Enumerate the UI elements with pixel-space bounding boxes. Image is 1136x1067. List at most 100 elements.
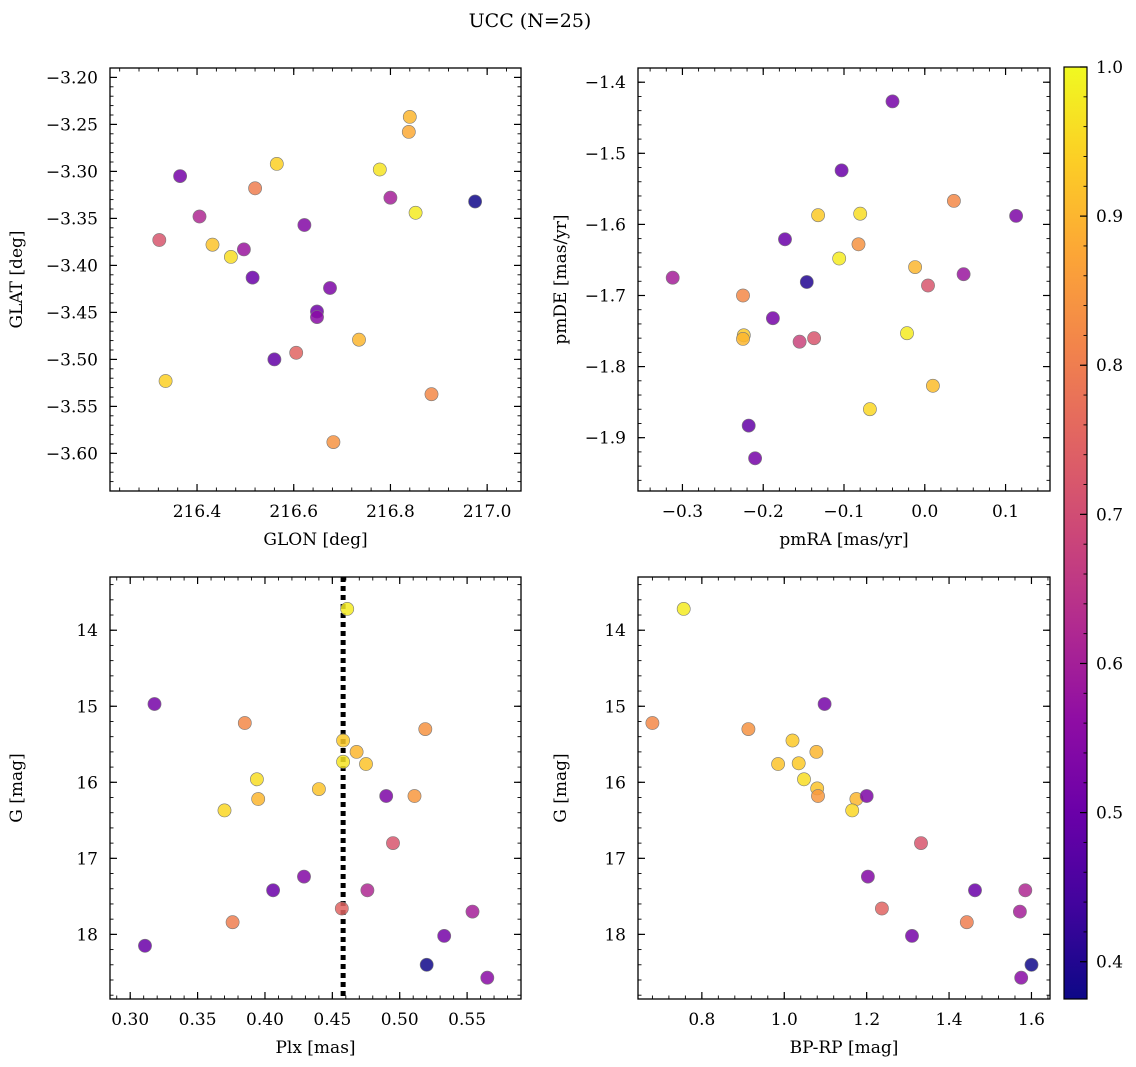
data-point	[832, 251, 847, 266]
x-tick-label: −0.2	[743, 502, 784, 522]
data-point	[465, 904, 480, 919]
x-tick-label: 216.4	[173, 502, 222, 522]
x-tick-label: 217.0	[463, 502, 512, 522]
data-point	[905, 929, 919, 943]
y-tick-label: 14	[604, 621, 626, 641]
data-point	[248, 181, 262, 196]
data-point	[792, 334, 807, 349]
data-point	[297, 869, 311, 884]
data-point	[147, 697, 162, 711]
data-point	[192, 209, 207, 224]
data-point	[676, 602, 691, 616]
data-point	[173, 169, 187, 183]
data-point	[863, 402, 877, 417]
x-axis-label: pmRA [mas/yr]	[779, 530, 908, 550]
data-point	[791, 756, 806, 771]
data-point	[223, 249, 238, 264]
data-point	[807, 331, 821, 346]
data-point	[225, 915, 240, 930]
y-tick-label: 14	[76, 621, 98, 641]
data-point	[834, 163, 849, 178]
y-tick-label: 16	[604, 773, 626, 793]
figure-title: UCC (N=25)	[469, 10, 592, 32]
data-point	[851, 237, 866, 252]
x-axis-label: Plx [mas]	[275, 1038, 355, 1058]
x-axis-label: BP-RP [mag]	[790, 1038, 899, 1058]
data-point	[1009, 208, 1023, 223]
x-tick-label: 0.1	[992, 502, 1019, 522]
data-point	[326, 435, 341, 449]
data-point	[336, 733, 350, 748]
data-point	[736, 288, 750, 303]
y-tick-label: 15	[76, 697, 98, 717]
y-tick-label: 18	[604, 925, 626, 945]
data-point	[817, 697, 832, 711]
data-point	[340, 602, 355, 616]
y-tick-label: 15	[604, 697, 626, 717]
y-tick-label: −3.60	[46, 444, 98, 464]
data-point	[205, 237, 220, 252]
axes-frame	[109, 576, 522, 1000]
data-point	[401, 124, 416, 139]
x-tick-label: 0.0	[911, 502, 938, 522]
data-point	[236, 242, 251, 257]
data-point	[900, 326, 914, 341]
data-point	[138, 938, 152, 953]
data-point	[785, 733, 800, 748]
x-tick-label: 0.50	[381, 1010, 419, 1030]
data-point	[245, 270, 260, 285]
data-point	[926, 378, 940, 393]
y-tick-label: 17	[604, 849, 626, 869]
data-point	[419, 957, 434, 972]
data-point	[349, 745, 364, 759]
x-tick-label: 0.40	[246, 1010, 284, 1030]
y-tick-label: −3.25	[46, 115, 98, 135]
axes-frame	[109, 67, 522, 492]
scatter-panel-3: 0.30 0.35 0.40 0.45 0.50 0.55 14 15 16 17 18 Plx [m…	[7, 576, 522, 1058]
colorbar-tick-label: 0.4	[1096, 953, 1123, 973]
data-point	[217, 803, 232, 818]
data-point	[845, 803, 860, 818]
data-point	[908, 260, 922, 274]
colorbar: 0.4 0.5 0.6 0.7 0.8 0.9 1.0	[1063, 58, 1123, 1000]
data-point	[968, 883, 982, 898]
y-axis-label: GLAT [deg]	[7, 230, 27, 328]
y-tick-label: −3.20	[46, 68, 98, 88]
data-point	[1024, 957, 1039, 972]
data-point	[859, 789, 874, 803]
data-point	[956, 267, 971, 282]
data-point	[383, 190, 398, 205]
x-tick-label: 1.0	[771, 1010, 798, 1030]
data-point	[352, 332, 366, 347]
data-point	[359, 757, 373, 771]
y-tick-label: −3.50	[46, 350, 98, 370]
x-tick-label: 1.4	[936, 1010, 963, 1030]
y-tick-label: −1.6	[585, 215, 626, 235]
data-point	[766, 311, 780, 326]
y-axis-label: G [mag]	[7, 753, 27, 822]
data-point	[741, 418, 756, 433]
data-point	[323, 281, 337, 295]
data-point	[741, 722, 756, 736]
data-point	[885, 94, 900, 109]
data-point	[289, 345, 304, 360]
scatter-panel-1: 216.4 216.6 216.8 217.0 −3.60 −3.55 −3.50 −3.45…	[7, 67, 522, 550]
colorbar-tick-label: 0.5	[1096, 804, 1123, 824]
colorbar-tick-label: 0.7	[1096, 505, 1123, 525]
x-tick-label: 0.8	[688, 1010, 715, 1030]
y-axis-label: pmDE [mas/yr]	[551, 214, 571, 344]
data-point	[372, 162, 387, 177]
y-tick-label: −1.4	[585, 73, 626, 93]
data-point	[360, 883, 375, 898]
data-point	[424, 387, 439, 402]
data-point	[249, 772, 264, 787]
data-point	[334, 901, 349, 916]
data-point	[921, 278, 935, 293]
data-point	[861, 869, 875, 884]
y-tick-label: −1.5	[585, 144, 626, 164]
y-tick-label: −3.45	[46, 303, 98, 323]
data-point	[947, 193, 961, 208]
data-point	[1014, 970, 1029, 985]
x-tick-label: −0.1	[823, 502, 864, 522]
